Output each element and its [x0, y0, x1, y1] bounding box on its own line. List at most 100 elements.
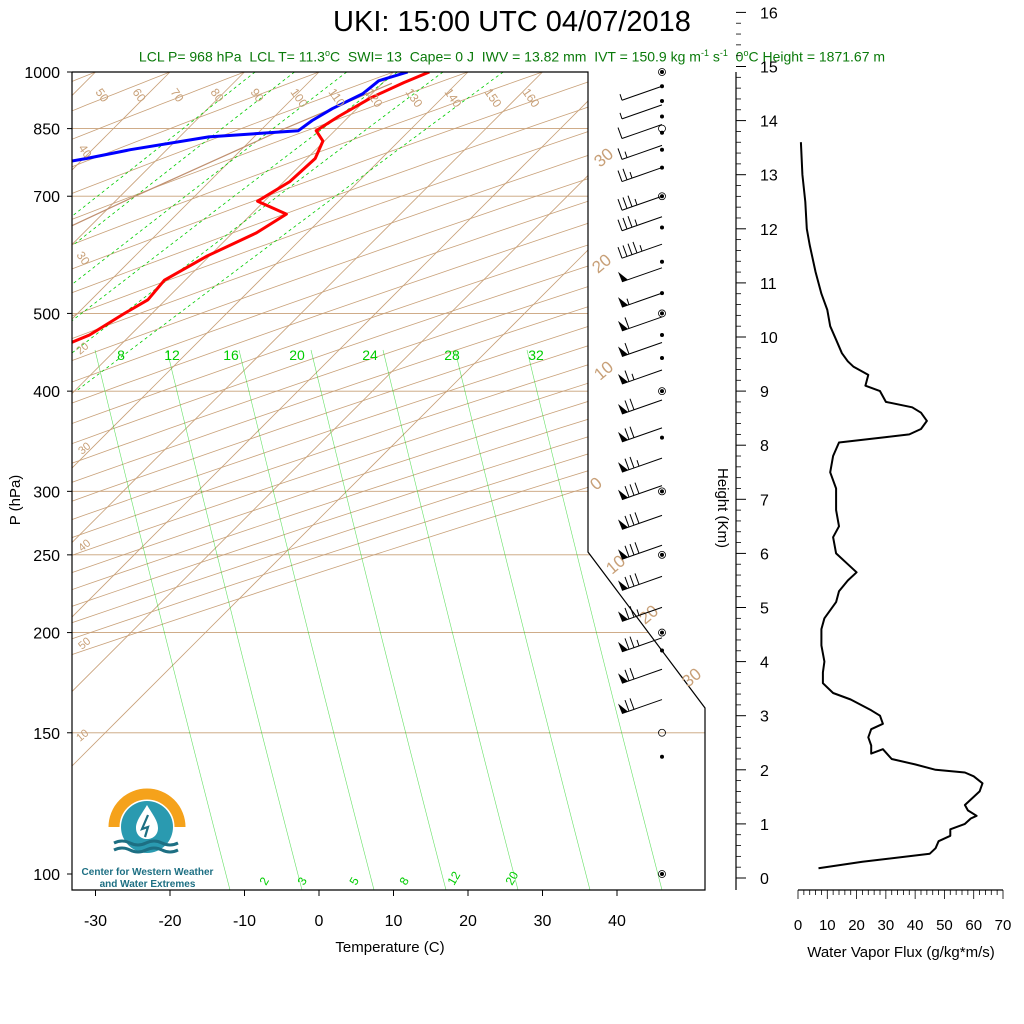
ivt-value: IVT = 150.9 kg m: [594, 48, 701, 65]
wind-barb: [619, 104, 663, 120]
dry-adiabat-line: [72, 72, 394, 875]
mixing-ratio-label: 20: [289, 347, 305, 363]
wind-staff-dot: [660, 648, 664, 653]
flux-x-tick-label: 10: [819, 917, 836, 934]
wind-barb-half-feather: [626, 298, 630, 305]
wind-barb-feather: [622, 168, 628, 181]
ivt-seconds: s: [708, 48, 720, 65]
x-axis-title: Temperature (C): [335, 939, 444, 956]
y-tick-label: 150: [33, 726, 60, 743]
y-tick-label: 200: [33, 626, 60, 643]
wind-barb-feather: [634, 573, 640, 585]
wind-barb: [618, 398, 663, 415]
wind-staff-dot: [660, 754, 664, 759]
wind-barb-shaft: [621, 292, 663, 308]
wind-barb-feather: [629, 456, 635, 469]
height-tick-label: 13: [760, 168, 778, 185]
dry-adiabat-line: [72, 72, 705, 875]
cw3e-logo: Center for Western Weather and Water Ext…: [70, 783, 225, 893]
wind-barb-feather: [624, 545, 630, 557]
wind-staff-dot: [660, 389, 664, 394]
wind-staff-circle: [658, 628, 666, 637]
wind-barb-feather: [629, 543, 635, 556]
height-tick-label: 12: [760, 222, 778, 239]
wind-barb-feather: [627, 195, 633, 207]
wind-barb-feather: [617, 127, 623, 139]
wind-barb-feather: [629, 636, 635, 648]
wind-barb-flag: [618, 580, 628, 591]
wind-barb-feather: [629, 398, 635, 410]
wind-staff-circle: [658, 487, 666, 496]
wind-barb: [618, 369, 663, 385]
wind-barb: [618, 573, 663, 591]
dry-adiabat-line: [72, 72, 618, 875]
wind-barb-flag: [618, 641, 628, 652]
height-tick-label: 7: [760, 492, 769, 509]
dry-adiabat-line: [72, 72, 705, 875]
wind-barb-feather: [624, 607, 630, 620]
zero-height-prefix: 0: [735, 48, 744, 65]
wind-staff-circle: [658, 728, 666, 737]
wind-barb-flag: [618, 611, 628, 622]
wind-barb-shaft: [621, 167, 663, 183]
wind-barb-feather: [624, 317, 630, 329]
wind-barb-shaft: [621, 267, 663, 283]
height-tick-label: 6: [760, 546, 769, 563]
wind-barb-half-feather: [629, 171, 633, 179]
wind-barb: [618, 292, 663, 308]
wind-barb-half-feather: [619, 94, 623, 101]
dry-adiabat-line: [72, 72, 705, 875]
height-tick-label: 2: [760, 763, 769, 780]
wind-barb-feather: [624, 699, 630, 712]
wind-staff-dot: [660, 332, 664, 337]
height-tick-label: 1: [760, 817, 769, 834]
x-tick-label: 40: [608, 913, 626, 930]
ivt-exponent-1: -1: [700, 48, 709, 58]
wind-staff-circle: [658, 387, 666, 396]
flux-x-tick-label: 0: [794, 917, 802, 934]
dry-adiabat-line: [72, 72, 705, 875]
wind-staff-dot: [660, 355, 664, 360]
water-vapor-flux-line: [799, 142, 984, 870]
wind-barb-half-feather: [636, 639, 640, 647]
logo-text-line1: Center for Western Weather: [81, 867, 214, 878]
wind-staff-dot: [660, 99, 664, 104]
height-tick-label: 3: [760, 709, 769, 726]
wind-barb: [618, 606, 663, 622]
wind-barb-feather: [624, 515, 630, 528]
wind-barb-feather: [624, 342, 630, 355]
wind-barb-feather: [622, 217, 628, 230]
wind-staff-circle: [658, 68, 666, 76]
x-tick-label: -10: [233, 913, 256, 930]
moist-adiabat-line: [526, 349, 663, 890]
wind-barb-feather: [624, 669, 630, 681]
wind-staff-dot: [660, 114, 664, 119]
dry-adiabat-line: [72, 72, 705, 875]
mixing-ratio-line: [72, 72, 256, 392]
logo-text-line2: and Water Extremes: [99, 879, 196, 890]
wind-barb: [618, 512, 663, 530]
mixing-ratio-line: [72, 72, 347, 392]
wind-barb-feather: [624, 485, 630, 498]
dry-adiabat-line: [72, 72, 245, 875]
wind-barb-feather: [622, 245, 628, 257]
y-tick-label: 500: [33, 306, 60, 323]
y-tick-label: 250: [33, 548, 60, 565]
wind-barb-feather: [617, 170, 623, 182]
wind-barb-feather: [632, 241, 638, 254]
flux-x-tick-label: 40: [907, 917, 924, 934]
y-tick-label: 400: [33, 384, 60, 401]
wind-staff-circle: [658, 870, 666, 878]
wind-barb: [617, 167, 663, 183]
height-tick-label: 4: [760, 655, 769, 672]
flux-x-axis-title: Water Vapor Flux (g/kg*m/s): [807, 944, 995, 961]
cape-value: Cape= 0 J: [409, 48, 474, 65]
wind-barb-feather: [617, 219, 623, 231]
sounding-stats: LCL P= 968 hPa LCL T= 11.3oC SWI= 13 Cap…: [138, 48, 886, 65]
dry-adiabat-line: [72, 72, 705, 875]
wind-barb: [618, 636, 663, 653]
x-tick-label: 20: [459, 913, 477, 930]
height-tick-label: 11: [760, 276, 777, 293]
wind-staff-dot: [660, 70, 664, 74]
wind-barb-feather: [617, 199, 623, 211]
